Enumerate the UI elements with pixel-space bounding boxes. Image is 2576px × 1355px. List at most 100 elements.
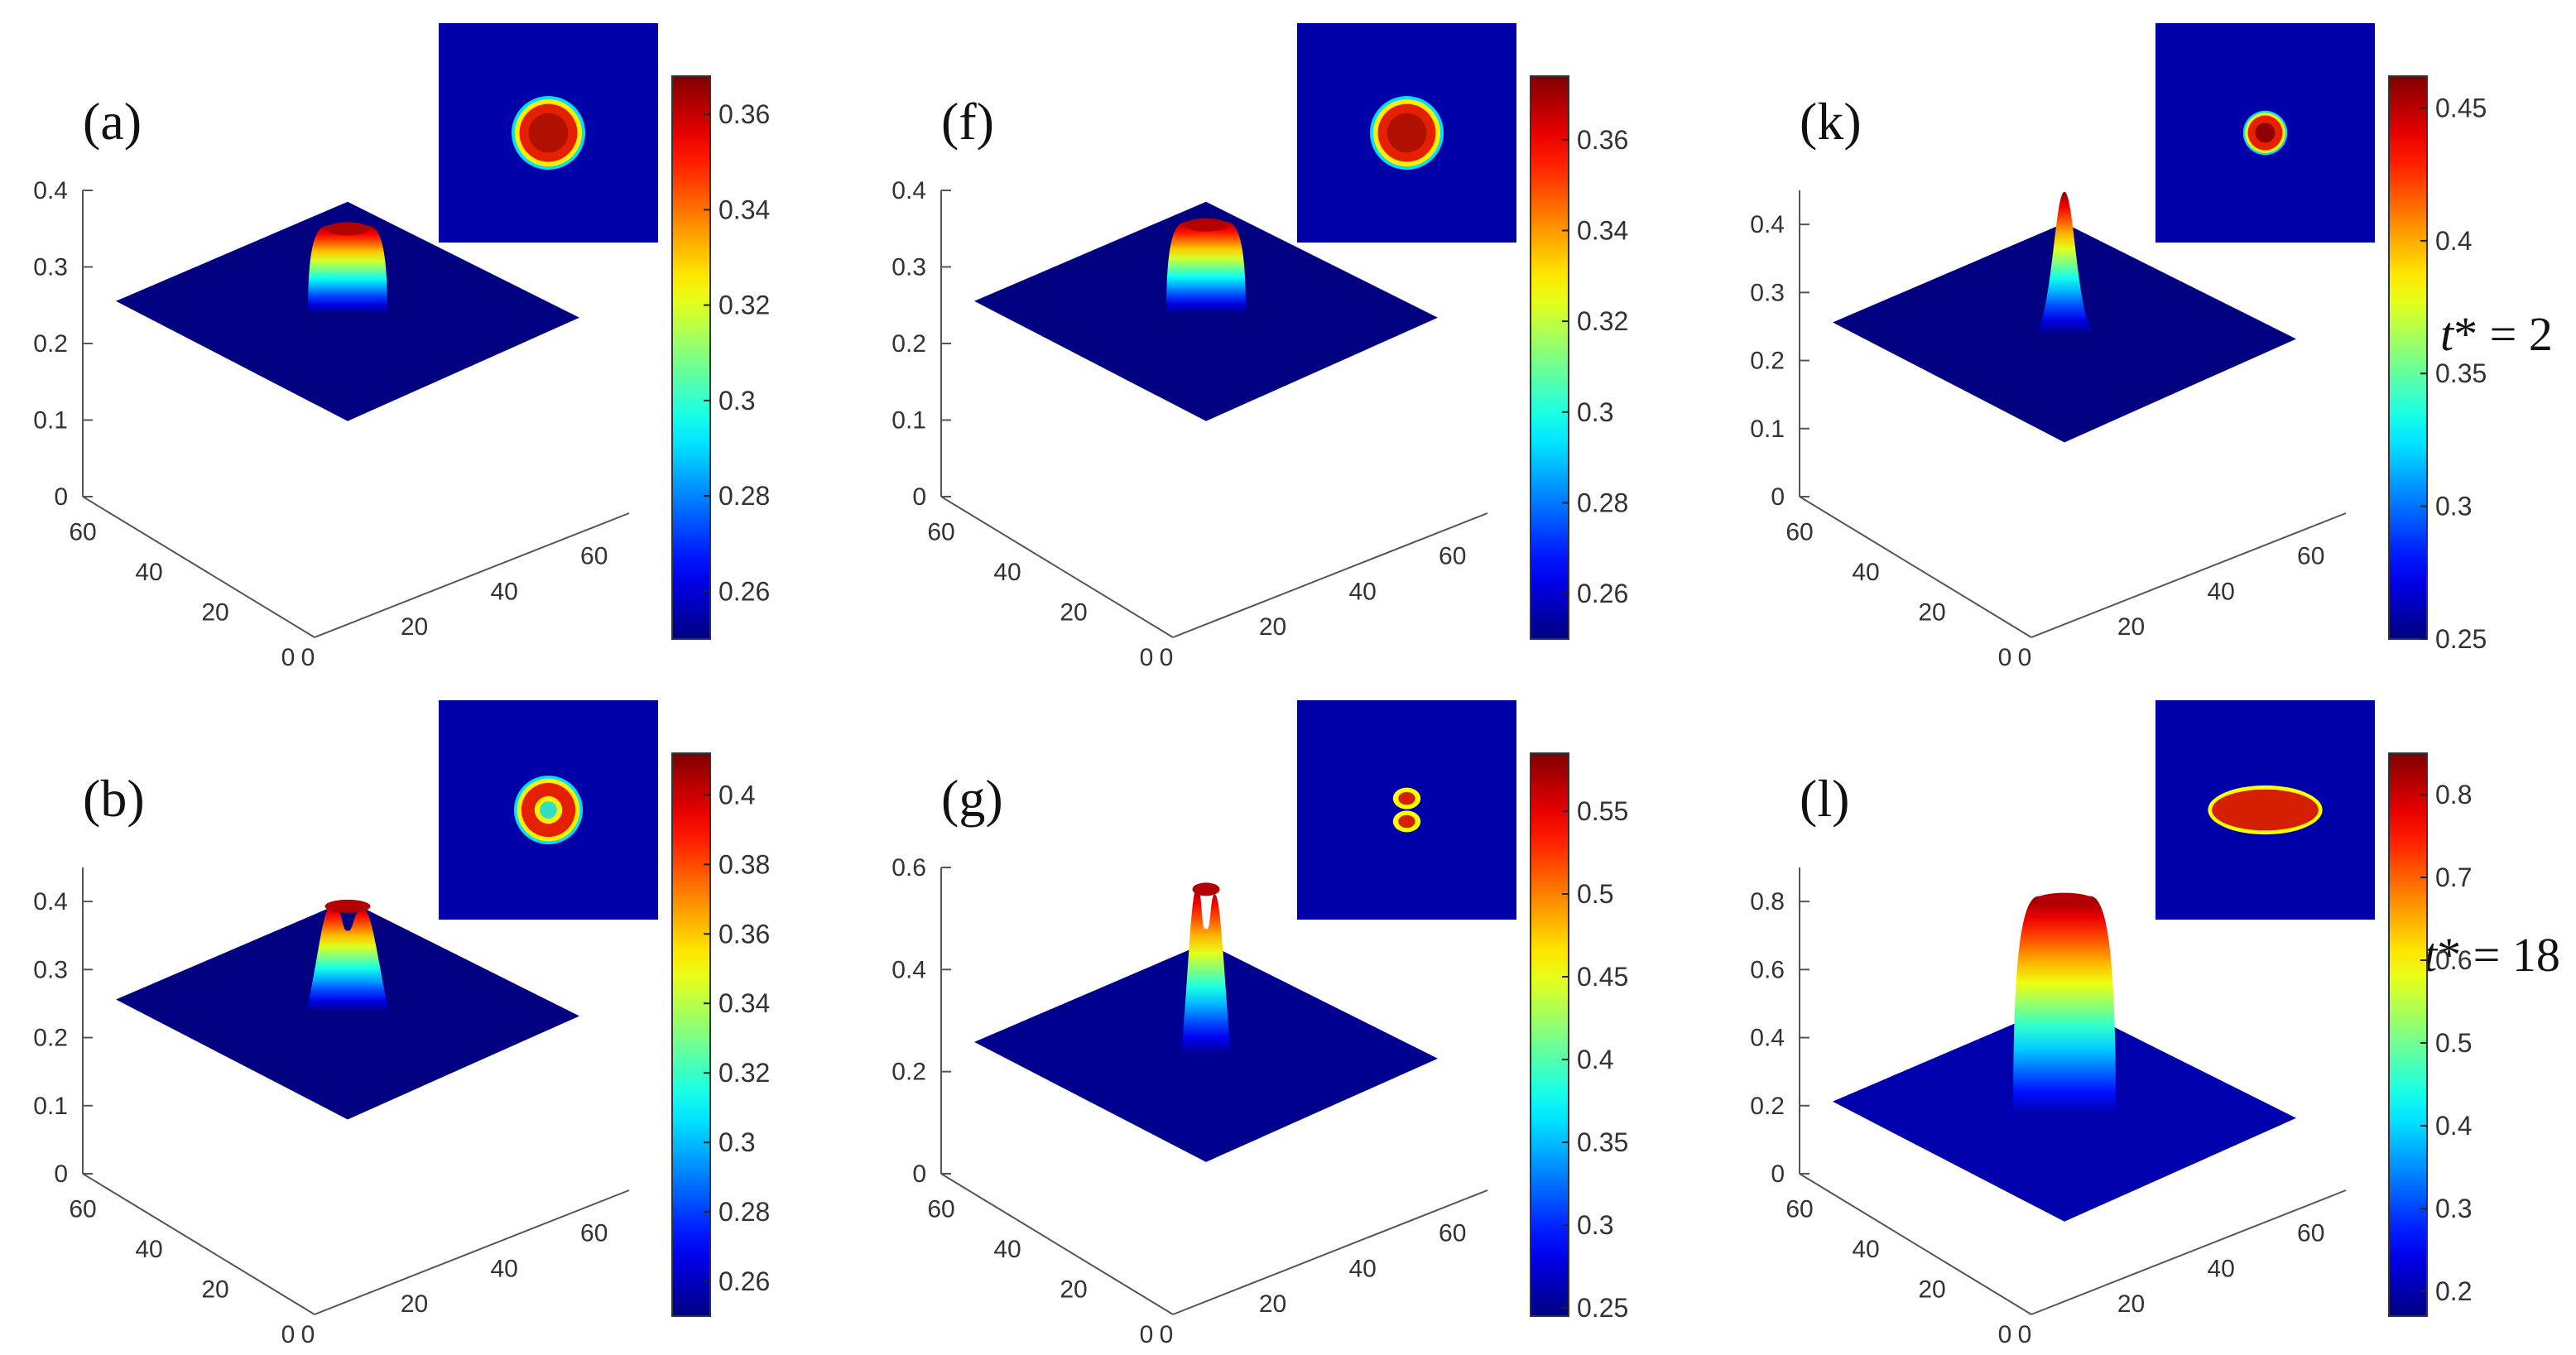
z-tick-label: 0.2: [1750, 1093, 1785, 1120]
colorbar: [671, 75, 711, 640]
panel-label: (b): [83, 769, 145, 828]
panel-label: (l): [1800, 769, 1850, 828]
z-tick-label: 0.1: [1750, 416, 1785, 443]
colorbar-tick-label: 0.7: [2435, 862, 2472, 892]
inset-blob: [1398, 791, 1415, 805]
y-tick-label: 60: [1785, 518, 1813, 545]
x-tick-label: 40: [490, 1255, 517, 1282]
y-tick-label: 40: [1852, 1236, 1879, 1263]
z-tick-label: 0.4: [1750, 211, 1785, 238]
inset-blob: [1387, 113, 1427, 153]
y-axis: [1799, 1173, 2032, 1315]
y-tick-label: 60: [1785, 1195, 1813, 1223]
surface-peak: [2033, 191, 2096, 335]
y-tick-label: 40: [1852, 559, 1879, 586]
x-tick-label: 0: [2018, 644, 2032, 671]
z-tick-label: 0.1: [33, 1093, 68, 1120]
z-tick-label: 0.2: [892, 330, 926, 358]
y-axis: [940, 1173, 1174, 1315]
colorbar: [671, 752, 711, 1317]
y-tick-label: 0: [281, 644, 296, 671]
y-tick-label: 40: [135, 1236, 162, 1263]
x-tick-label: 40: [1348, 578, 1376, 605]
colorbar-tick-label: 0.8: [2435, 780, 2472, 810]
panel-k: (k) 0 0.1 0.2 0.3 0.4 20 40 60 20 40 60 0 0 0.25 0.3 0.3…: [1717, 0, 2575, 677]
colorbar-tick-label: 0.36: [1577, 125, 1628, 155]
panel-label: (a): [83, 92, 142, 151]
panel-g: (g) 0 0.2 0.4 0.6 20 40 60 20 40 60 0 0 0.25 0.3 0.35 0.…: [858, 677, 1717, 1354]
x-axis: [314, 512, 630, 638]
inset-blob: [540, 801, 557, 819]
panel-b: (b) 0 0.1 0.2 0.3 0.4 20 40 60 20 40 60 0 0 0.26 0.28 0.…: [0, 677, 858, 1354]
panel-label: (k): [1800, 92, 1862, 151]
colorbar-tick-label: 0.45: [2435, 93, 2487, 123]
x-tick-label: 60: [1439, 1219, 1466, 1247]
colorbar-tick-label: 0.28: [1577, 488, 1628, 517]
colorbar-tick-label: 0.2: [2435, 1276, 2472, 1306]
y-tick-label: 0: [1998, 1321, 2012, 1348]
z-tick-label: 0: [54, 483, 68, 511]
z-tick-label: 0: [912, 1160, 926, 1188]
y-axis: [940, 496, 1174, 638]
x-tick-label: 0: [1160, 644, 1174, 671]
colorbar-tick-label: 0.32: [718, 1058, 770, 1088]
x-tick-label: 60: [2297, 542, 2324, 569]
colorbar-tick-label: 0.3: [718, 386, 755, 416]
colorbar-tick-label: 0.35: [1577, 1127, 1628, 1157]
y-tick-label: 40: [993, 1236, 1021, 1263]
inset-blob: [2255, 123, 2276, 143]
inset-map: [1297, 700, 1516, 920]
colorbar-tick-label: 0.4: [1577, 1045, 1613, 1074]
colorbar-tick-label: 0.32: [1577, 306, 1628, 336]
x-tick-label: 20: [1259, 1290, 1286, 1318]
colorbar-tick-label: 0.4: [2435, 226, 2472, 256]
colorbar-tick-label: 0.25: [2435, 624, 2487, 654]
surface-top: [1192, 882, 1220, 896]
panel-l: (l) 0 0.2 0.4 0.6 0.8 20 40 60 20 40 60 0 0 0.2 0.3 0.4 0…: [1717, 677, 2575, 1354]
y-tick-label: 20: [1918, 598, 1945, 626]
z-tick-label: 0: [1771, 1160, 1785, 1188]
x-tick-label: 20: [1259, 613, 1286, 641]
colorbar-tick-label: 0.26: [718, 576, 770, 606]
z-tick-label: 0: [54, 1160, 68, 1188]
y-axis: [82, 496, 315, 638]
colorbar-tick-label: 0.34: [1577, 215, 1628, 245]
colorbar-tick-label: 0.6: [2435, 945, 2472, 975]
colorbar-tick-label: 0.3: [2435, 1194, 2472, 1223]
colorbar-tick-label: 0.28: [718, 481, 770, 511]
colorbar-tick-label: 0.32: [718, 291, 770, 320]
colorbar-tick-label: 0.28: [718, 1197, 770, 1227]
z-tick-label: 0.3: [892, 254, 926, 281]
z-tick-label: 0.4: [892, 956, 926, 983]
colorbar: [2388, 752, 2428, 1317]
y-tick-label: 20: [1060, 1276, 1087, 1303]
panel-f: (f) 0 0.1 0.2 0.3 0.4 20 40 60 20 40 60 0 0 0.26 0.28 0.…: [858, 0, 1717, 677]
panel-a: (a) 0 0.1 0.2 0.3 0.4 20 40 60 20 40 60 0 0 0.26 0.28 0.…: [0, 0, 858, 677]
surface-peak: [1181, 886, 1231, 1055]
colorbar-tick-label: 0.4: [2435, 1111, 2472, 1141]
x-tick-label: 0: [1160, 1321, 1174, 1348]
panel-label: (f): [941, 92, 994, 151]
surface-top: [324, 899, 371, 913]
y-tick-label: 0: [1140, 644, 1154, 671]
y-tick-label: 60: [69, 518, 96, 545]
colorbar-tick-label: 0.38: [718, 849, 770, 879]
y-tick-label: 60: [69, 1195, 96, 1223]
colorbar-tick-label: 0.35: [2435, 358, 2487, 388]
y-tick-label: 60: [927, 518, 954, 545]
colorbar-tick-label: 0.3: [1577, 1210, 1613, 1240]
y-tick-label: 40: [135, 559, 162, 586]
surface-peak: [2013, 896, 2116, 1114]
x-axis: [1172, 1189, 1488, 1315]
x-tick-label: 20: [401, 1290, 428, 1318]
surface-top: [1184, 218, 1228, 232]
z-tick-label: 0.6: [892, 854, 926, 882]
y-tick-label: 40: [993, 559, 1021, 586]
colorbar: [1530, 752, 1569, 1317]
time-label-row1: t* = 2: [2440, 307, 2553, 361]
